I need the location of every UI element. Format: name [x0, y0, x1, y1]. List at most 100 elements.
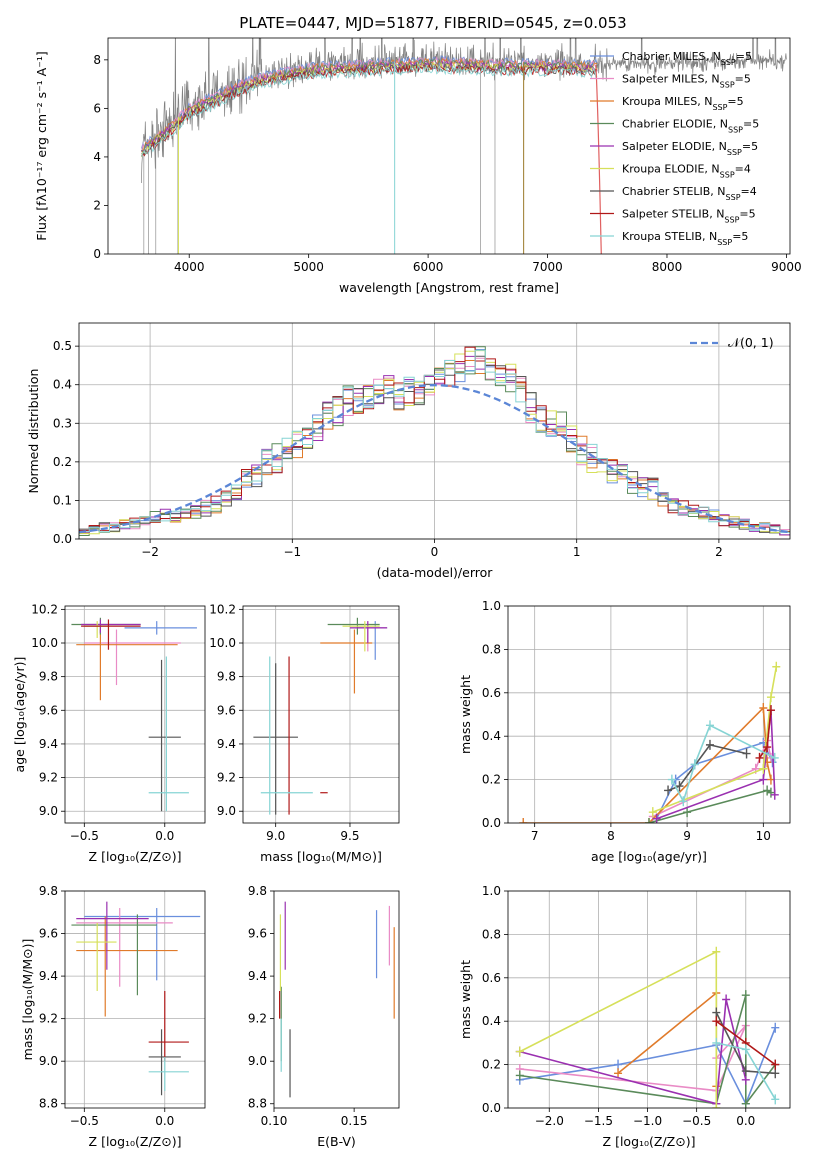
y-tick-label: 0: [93, 247, 101, 261]
y-tick-label: 1.0: [482, 884, 501, 898]
x-tick-label: 9000: [771, 260, 802, 274]
legend-entry: Kroupa ELODIE, NSSP=4: [622, 163, 751, 180]
y-tick-label: 4: [93, 150, 101, 164]
series-marker: [614, 1059, 623, 1070]
series-marker: [690, 759, 699, 770]
series-marker: [664, 785, 673, 796]
series-line-4: [519, 999, 747, 1105]
x-tick-label: −2: [141, 545, 159, 559]
y-tick-label: 6: [93, 101, 101, 115]
axes-frame: [78, 322, 791, 540]
y-tick-label: 10.2: [209, 602, 236, 616]
panel-residuals: −2 −1 0 1 2 0.0 0.1 0.2 0.3 0.4 0.5 (data-model)/er…: [26, 322, 791, 580]
x-tick-label: −0.5: [70, 829, 99, 843]
y-axis-label: mass [log₁₀(M/M⊙)]: [20, 939, 35, 1061]
series-marker: [652, 813, 661, 823]
y-tick-label: 8: [93, 53, 101, 67]
axes-frame: [242, 605, 400, 824]
x-axis-label: wavelength [Angstrom, rest frame]: [339, 280, 559, 295]
series-marker: [741, 1074, 750, 1085]
x-tick-label: −1: [283, 545, 301, 559]
y-tick-label: 9.0: [39, 804, 58, 818]
y-tick-label: 9.4: [39, 969, 58, 983]
series-marker: [705, 720, 714, 731]
y-tick-label: 9.8: [39, 670, 58, 684]
y-tick-label: 0.6: [482, 971, 501, 985]
plot-area: [515, 946, 780, 1108]
observed-spectrum: [141, 38, 787, 184]
y-tick-label: 9.6: [39, 703, 58, 717]
y-tick-label: 0.8: [482, 927, 501, 941]
series-marker: [766, 787, 775, 798]
y-tick-label: 0.0: [53, 532, 72, 546]
y-tick-label: 0.2: [53, 455, 72, 469]
series-marker: [763, 785, 772, 796]
x-axis-label: age [log₁₀(age/yr)]: [591, 849, 707, 864]
series-marker: [705, 739, 714, 750]
y-tick-label: 0.1: [53, 493, 72, 507]
panel-mass-vs-ebv: 0.10 0.15 8.8 9.0 9.2 9.4 9.6 9.8 E(B-V): [248, 884, 400, 1149]
legend-entry: Salpeter STELIB, NSSP=5: [622, 208, 756, 225]
series-line-2: [523, 706, 772, 823]
x-tick-label: 0.0: [155, 829, 174, 843]
series-line-2: [617, 991, 718, 1087]
legend-entry: Chabrier STELIB, NSSP=4: [622, 185, 757, 202]
x-axis-label: mass [log₁₀(M/M⊙)]: [260, 849, 382, 864]
series-marker: [771, 1094, 780, 1105]
series-marker: [683, 807, 692, 818]
legend-entry: Kroupa STELIB, NSSP=5: [622, 230, 748, 247]
x-tick-label: 9: [683, 829, 691, 843]
y-axis-label: mass weight: [458, 960, 473, 1039]
x-tick-label: 9.5: [340, 829, 359, 843]
x-tick-label: 10: [756, 829, 771, 843]
x-tick-label: 0.0: [736, 1114, 755, 1128]
y-tick-label: 9.2: [39, 1012, 58, 1026]
series-marker: [712, 1007, 721, 1018]
y-tick-label: 9.2: [217, 771, 236, 785]
y-tick-label: 9.0: [248, 1054, 267, 1068]
y-tick-label: 0.2: [482, 773, 501, 787]
y-tick-label: 0.8: [482, 642, 501, 656]
x-tick-label: −1.5: [584, 1114, 613, 1128]
series-marker: [742, 748, 751, 759]
x-tick-label: 4000: [174, 260, 205, 274]
x-tick-label: 8000: [652, 260, 683, 274]
axes-frame: [64, 605, 206, 824]
axes-frame: [507, 605, 791, 824]
legend-entry: 𝒩(0, 1): [728, 335, 774, 350]
panel-age-vs-z: −0.5 0.0 9.0 9.2 9.4 9.6 9.8 10.0 10.2 Z [log₁₀(Z…: [12, 602, 206, 864]
legend: Chabrier MILES, NSSP=5 Salpeter MILES, NS…: [590, 50, 759, 247]
x-axis-label: (data-model)/error: [377, 565, 494, 580]
y-tick-label: 0.3: [53, 416, 72, 430]
legend-entry: Salpeter MILES, NSSP=5: [622, 73, 751, 90]
x-axis-label: Z [log₁₀(Z/Z⊙)]: [89, 849, 182, 864]
x-tick-label: 7: [531, 829, 539, 843]
axes-frame: [64, 890, 206, 1109]
series-marker: [759, 702, 768, 713]
series-marker: [763, 742, 772, 753]
x-tick-label: −1.0: [633, 1114, 662, 1128]
x-axis-label: Z [log₁₀(Z/Z⊙)]: [89, 1134, 182, 1149]
y-tick-label: 8.8: [39, 1097, 58, 1111]
x-tick-label: 0: [431, 545, 439, 559]
y-tick-label: 9.6: [39, 927, 58, 941]
series-marker: [519, 818, 528, 823]
x-tick-label: 8: [607, 829, 615, 843]
y-tick-label: 9.2: [39, 771, 58, 785]
series-marker: [771, 1059, 780, 1070]
x-tick-label: 5000: [293, 260, 324, 274]
model-spectrum-3: [141, 58, 598, 155]
x-tick-label: −0.5: [70, 1114, 99, 1128]
plot-area: [519, 661, 781, 823]
axes-frame: [107, 37, 791, 255]
x-axis-label: E(B-V): [317, 1134, 356, 1149]
plot-area: [71, 901, 201, 1096]
y-tick-label: 9.4: [217, 737, 236, 751]
axes-frame: [507, 890, 791, 1109]
series-marker: [675, 781, 684, 792]
legend: 𝒩(0, 1): [690, 335, 774, 350]
plot-area: [79, 346, 790, 539]
y-tick-label: 10.0: [209, 636, 236, 650]
series-marker: [648, 807, 657, 818]
series-line-5: [652, 666, 778, 813]
